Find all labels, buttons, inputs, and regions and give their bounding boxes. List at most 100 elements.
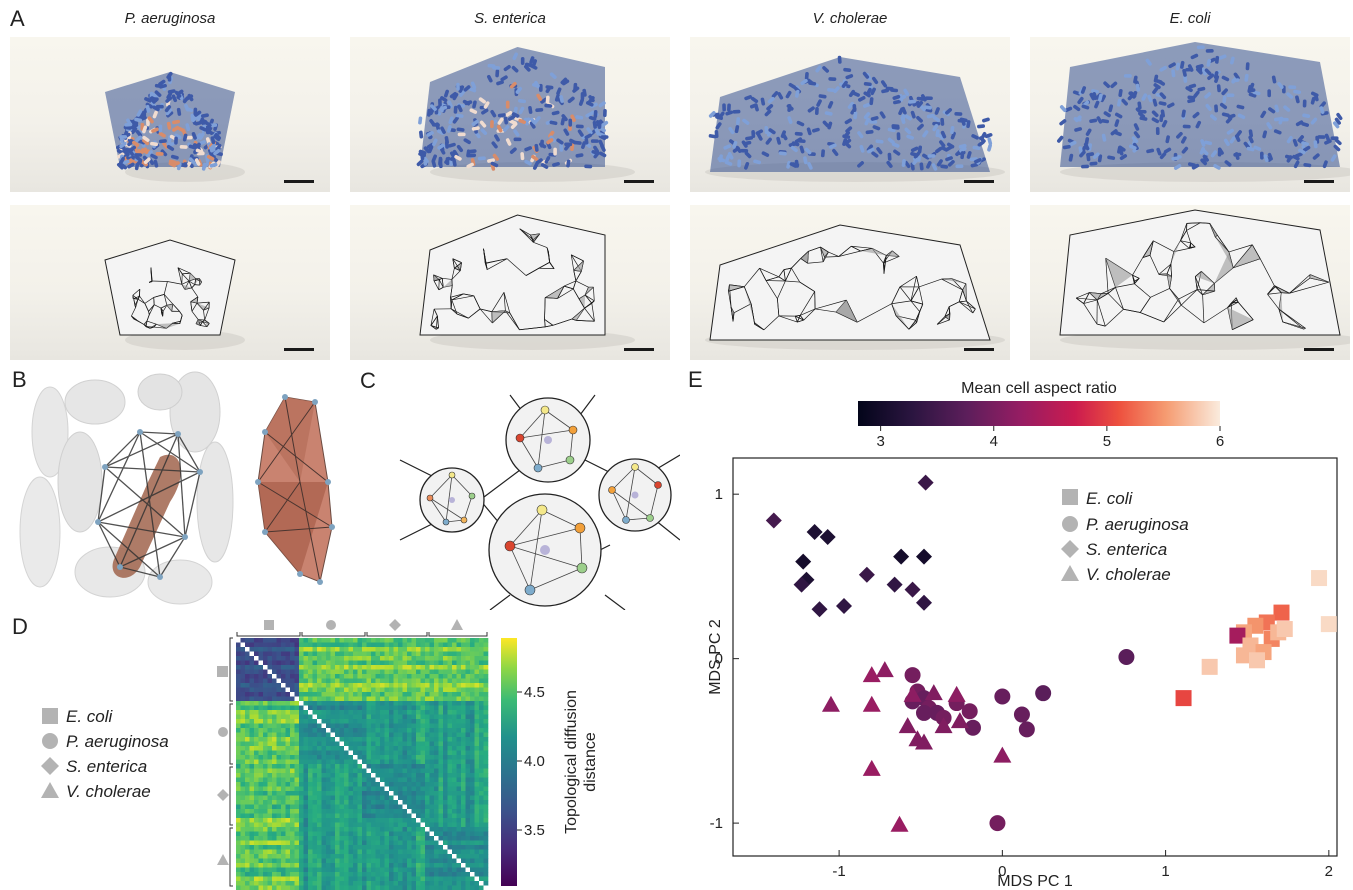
colorbar-tick-label: 5 xyxy=(1103,433,1111,450)
scale-bar xyxy=(964,180,994,183)
y-axis-ticks: -1 0 1 xyxy=(710,486,739,832)
diffusion-distance-heatmap: 3.5 4.0 4.5 Topological diffusion distan… xyxy=(217,619,599,890)
colorbar-tick-label: 3 xyxy=(876,433,884,450)
scatter-points xyxy=(765,474,1337,832)
data-point-diamond xyxy=(917,474,934,491)
biofilm-mesh-render xyxy=(10,205,330,360)
chart-legend-label-p-aeruginosa: P. aeruginosa xyxy=(1086,515,1189,534)
biofilm-mesh-render xyxy=(1030,205,1350,360)
data-point-triangle xyxy=(924,684,943,701)
data-point-circle xyxy=(961,703,978,720)
data-point-circle xyxy=(964,719,981,736)
data-point-square xyxy=(1235,647,1252,664)
panel-label-b: B xyxy=(12,367,27,392)
data-point-diamond xyxy=(811,601,828,618)
subgraph-small-left xyxy=(419,467,485,533)
data-point-circle xyxy=(994,688,1011,705)
biofilm-mesh-render xyxy=(350,205,670,360)
mds-scatter-chart: Mean cell aspect ratio 3 4 5 6 -1 0 1 2 -1 0 1 M… xyxy=(707,380,1338,890)
data-point-square xyxy=(1320,616,1337,633)
data-point-diamond xyxy=(904,581,921,598)
data-point-diamond xyxy=(806,524,823,541)
subgraph-top xyxy=(505,397,591,483)
x-axis-ticks: -1 0 1 2 xyxy=(832,850,1333,880)
data-point-diamond xyxy=(836,598,853,615)
neighbor-graph-nodes xyxy=(95,429,203,580)
x-axis-label: MDS PC 1 xyxy=(997,873,1073,890)
biofilm-cell-render xyxy=(1030,37,1350,192)
y-tick-label: 1 xyxy=(715,486,723,503)
subgraph-right xyxy=(598,458,672,532)
data-point-diamond xyxy=(893,548,910,565)
data-point-triangle xyxy=(914,733,933,750)
biofilm-cell-render xyxy=(350,37,670,192)
colorbar-label: Mean cell aspect ratio xyxy=(961,380,1117,397)
y-axis-label: MDS PC 2 xyxy=(707,619,724,695)
scale-bar xyxy=(624,348,654,351)
heatmap-cbar-tick-3-5: 3.5 xyxy=(524,822,545,839)
colorbar-tick-label: 4 xyxy=(990,433,998,450)
data-point-circle xyxy=(915,704,932,721)
data-point-square xyxy=(1273,604,1290,621)
data-point-square xyxy=(1311,570,1328,587)
data-point-diamond xyxy=(915,548,932,565)
scale-bar xyxy=(284,348,314,351)
data-point-square xyxy=(1229,627,1246,644)
data-point-diamond xyxy=(858,566,875,583)
central-cell xyxy=(112,454,181,578)
data-point-triangle xyxy=(862,695,881,712)
chart-legend: E. coli P. aeruginosa S. enterica V. cho… xyxy=(1061,489,1189,584)
data-point-diamond xyxy=(915,594,932,611)
legend-diamond-marker xyxy=(41,757,59,775)
heatmap-left-brackets xyxy=(229,637,233,887)
scale-bar xyxy=(1304,348,1334,351)
x-tick-label: 2 xyxy=(1325,863,1333,880)
data-point-circle xyxy=(904,667,921,684)
data-point-triangle xyxy=(821,695,840,712)
data-point-square xyxy=(1201,658,1218,675)
data-point-circle xyxy=(1118,649,1135,665)
species-legend-d: E. coli P. aeruginosa S. enterica V. cho… xyxy=(41,707,169,801)
legend-triangle-marker xyxy=(41,782,59,798)
data-point-diamond xyxy=(819,528,836,545)
data-point-triangle xyxy=(898,717,917,734)
legend-label-p-aeruginosa: P. aeruginosa xyxy=(66,732,169,751)
neighbor-cells xyxy=(19,371,234,605)
colorbar-tick-label: 6 xyxy=(1216,433,1224,450)
x-tick-label: 0 xyxy=(998,863,1006,880)
panel-label-d: D xyxy=(12,614,28,639)
data-point-triangle xyxy=(862,666,881,683)
colorbar-gradient xyxy=(858,401,1220,426)
data-point-square xyxy=(1175,690,1192,707)
heatmap-colorbar xyxy=(501,638,517,886)
heatmap-cbar-label-line2: distance xyxy=(582,732,599,792)
panel-label-e: E xyxy=(688,367,703,392)
species-title-s-enterica: S. enterica xyxy=(474,10,546,27)
data-point-circle xyxy=(989,815,1006,832)
legend-circle-marker xyxy=(42,733,58,749)
heatmap-cbar-tick-4-5: 4.5 xyxy=(524,684,545,701)
biofilm-cell-render xyxy=(10,37,330,192)
biofilm-cell-render xyxy=(690,37,1010,192)
data-point-diamond xyxy=(798,571,815,588)
subgraph-center-large xyxy=(488,493,602,607)
heatmap-top-brackets xyxy=(236,632,488,637)
scale-bar xyxy=(964,348,994,351)
legend-label-v-cholerae: V. cholerae xyxy=(66,782,151,801)
graph-of-graphs-schematic xyxy=(399,394,680,610)
heatmap-cbar-tick-4-0: 4.0 xyxy=(524,753,545,770)
y-tick-label: -1 xyxy=(710,815,723,832)
data-point-diamond xyxy=(765,512,782,529)
data-point-triangle xyxy=(934,717,953,734)
species-title-p-aeruginosa: P. aeruginosa xyxy=(124,10,216,27)
chart-legend-label-s-enterica: S. enterica xyxy=(1086,540,1167,559)
data-point-circle xyxy=(1013,706,1030,723)
chart-legend-circle-marker xyxy=(1062,516,1078,532)
plot-frame xyxy=(732,457,1338,857)
data-point-diamond xyxy=(795,553,812,570)
data-point-triangle xyxy=(950,712,969,729)
y-tick-label: 0 xyxy=(715,651,723,668)
panel-label-c: C xyxy=(360,368,376,393)
heatmap-left-markers xyxy=(217,666,229,865)
legend-label-s-enterica: S. enterica xyxy=(66,757,147,776)
